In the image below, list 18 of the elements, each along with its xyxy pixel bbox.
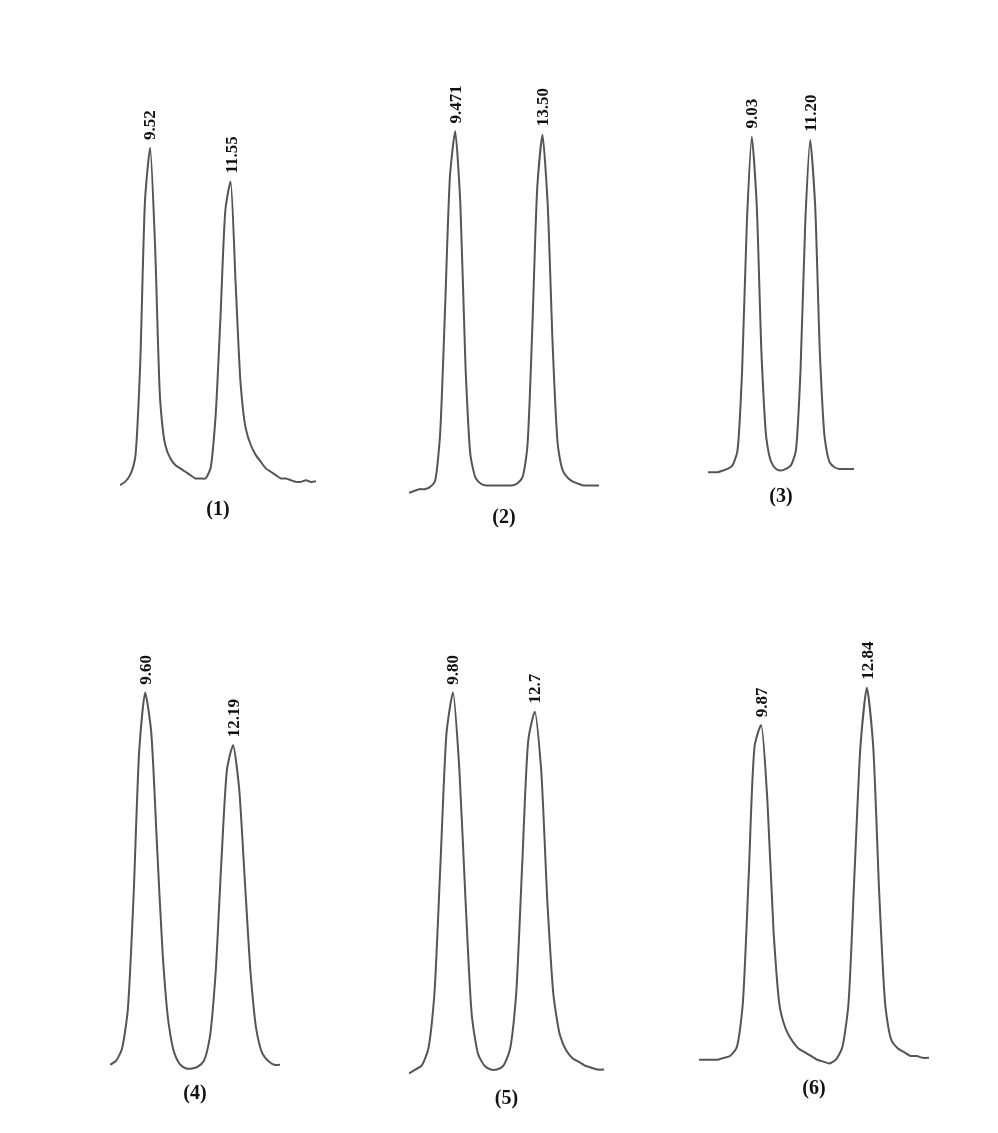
x-axis-title: (2) [492,504,516,528]
x-axis-title: (4) [183,1080,207,1104]
annotation: 9.87 [752,687,772,718]
x-axis-title: (1) [206,496,230,520]
text: 9.03 [742,98,762,129]
annotation: 12.7 [525,673,545,704]
x-axis-title: (3) [769,483,793,507]
text: 12.84 [857,641,877,680]
text: 9.52 [140,110,160,140]
text: 9.80 [443,654,463,685]
text: 9.60 [135,654,155,685]
text: 13.50 [532,88,552,127]
x-axis-title: (5) [494,1085,519,1109]
annotation: 12.19 [223,699,243,738]
text: 11.20 [800,94,820,132]
annotation: 11.55 [221,136,241,174]
text: 9.471 [445,85,465,124]
x-axis-title: (6) [802,1075,826,1099]
